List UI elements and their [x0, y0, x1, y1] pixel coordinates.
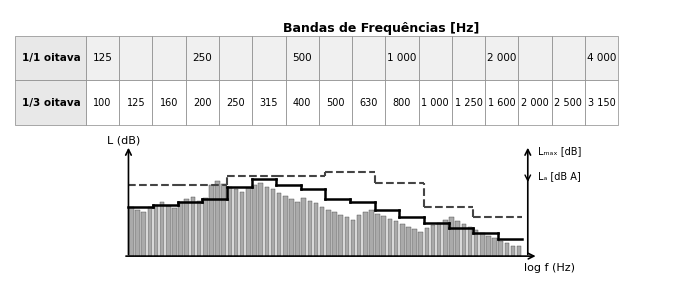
Bar	[394, 221, 398, 256]
Bar	[191, 197, 195, 256]
Bar	[369, 210, 374, 256]
Bar	[375, 213, 380, 256]
Bar	[357, 215, 361, 256]
Bar	[418, 232, 423, 256]
Bar	[381, 216, 386, 256]
Bar	[510, 246, 515, 256]
Bar	[400, 224, 405, 256]
Bar	[468, 227, 472, 256]
Bar	[252, 185, 257, 256]
Bar	[148, 207, 152, 256]
Bar	[172, 208, 177, 256]
Text: L (dB): L (dB)	[106, 136, 139, 146]
Bar	[154, 205, 158, 256]
Bar	[221, 184, 226, 256]
Bar	[308, 201, 312, 256]
Bar	[196, 201, 201, 256]
Text: 1/3 Octava: 1/3 Octava	[0, 298, 1, 299]
Text: log f (Hz): log f (Hz)	[523, 263, 574, 273]
Text: Bandas de Frequências [Hz]: Bandas de Frequências [Hz]	[283, 22, 480, 35]
Bar	[203, 198, 207, 256]
Bar	[289, 199, 294, 256]
Bar	[425, 228, 429, 256]
Bar	[302, 198, 306, 256]
Bar	[185, 199, 189, 256]
Bar	[474, 230, 478, 256]
Bar	[166, 206, 170, 256]
Bar	[271, 189, 275, 256]
Bar	[264, 187, 269, 256]
Bar	[345, 217, 349, 256]
Bar	[314, 203, 318, 256]
Bar	[320, 207, 324, 256]
Bar	[215, 181, 220, 256]
Bar	[455, 221, 460, 256]
Bar	[246, 188, 251, 256]
Bar	[486, 236, 491, 256]
Bar	[179, 202, 183, 256]
Bar	[387, 219, 392, 256]
Bar	[160, 202, 164, 256]
Bar	[449, 217, 453, 256]
Bar	[277, 193, 282, 256]
Bar	[412, 229, 417, 256]
Bar	[333, 212, 337, 256]
Bar	[227, 187, 232, 256]
Bar	[480, 233, 484, 256]
Bar	[437, 223, 442, 256]
Bar	[406, 227, 411, 256]
Bar	[431, 225, 436, 256]
Bar	[135, 210, 139, 256]
Bar	[339, 215, 343, 256]
Bar	[462, 224, 466, 256]
Bar	[499, 241, 503, 256]
Bar	[443, 220, 448, 256]
Bar	[493, 238, 497, 256]
Bar	[234, 189, 238, 256]
Bar	[283, 196, 288, 256]
Bar	[209, 185, 214, 256]
Text: Lₘₐₓ [dB]: Lₘₐₓ [dB]	[539, 146, 582, 156]
Bar	[258, 183, 263, 256]
Bar	[129, 207, 134, 256]
Bar	[505, 243, 509, 256]
Bar	[240, 192, 245, 256]
Bar	[363, 212, 368, 256]
Text: Lₐ [dB A]: Lₐ [dB A]	[539, 171, 581, 181]
Bar	[350, 220, 355, 256]
Text: Octava: Octava	[0, 298, 1, 299]
Bar	[295, 202, 300, 256]
Bar	[326, 210, 330, 256]
Bar	[517, 246, 521, 256]
Bar	[142, 212, 146, 256]
